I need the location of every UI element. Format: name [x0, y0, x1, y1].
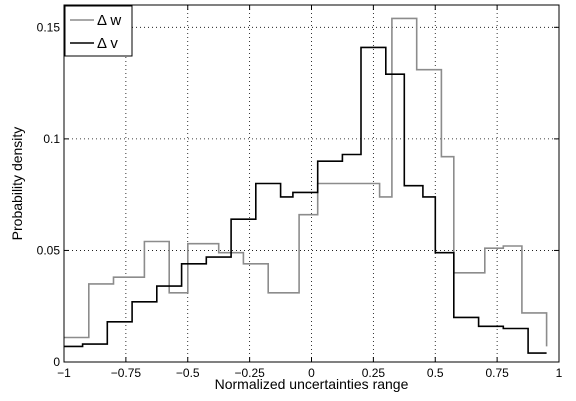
legend-box [64, 5, 133, 57]
series-step-line-1 [64, 46, 547, 354]
series-step-line-0 [64, 17, 548, 347]
x-tick-label: 1 [556, 366, 563, 380]
y-axis-label: Probability density [9, 127, 25, 241]
y-tick-label: 0.15 [37, 20, 61, 34]
x-tick-label: 0.5 [427, 366, 444, 380]
y-tick-label: 0.05 [37, 243, 61, 257]
legend-label-dv: Δ v [97, 35, 118, 52]
y-tick-label: 0.1 [43, 132, 60, 146]
y-tick-label: 0 [53, 355, 60, 369]
legend: Δ w Δ v [64, 5, 133, 57]
series-group [64, 17, 548, 354]
axis-tick-labels: −1 −0.75 −0.5 −0.25 0 0.25 0.5 0.75 1 0 0.05 0.1 0.1… [37, 20, 563, 380]
x-tick-label: 0 [308, 366, 315, 380]
x-tick-label: −0.75 [111, 366, 142, 380]
plot-area [64, 5, 559, 362]
x-tick-label: 0.25 [362, 366, 386, 380]
x-tick-label: 0.75 [485, 366, 509, 380]
legend-label-dw: Δ w [97, 12, 121, 29]
x-tick-label: −0.5 [176, 366, 200, 380]
grid-lines [64, 5, 559, 362]
x-axis-label: Normalized uncertainties range [215, 376, 409, 392]
x-tick-label: −1 [57, 366, 71, 380]
x-tick-label: −0.25 [234, 366, 265, 380]
